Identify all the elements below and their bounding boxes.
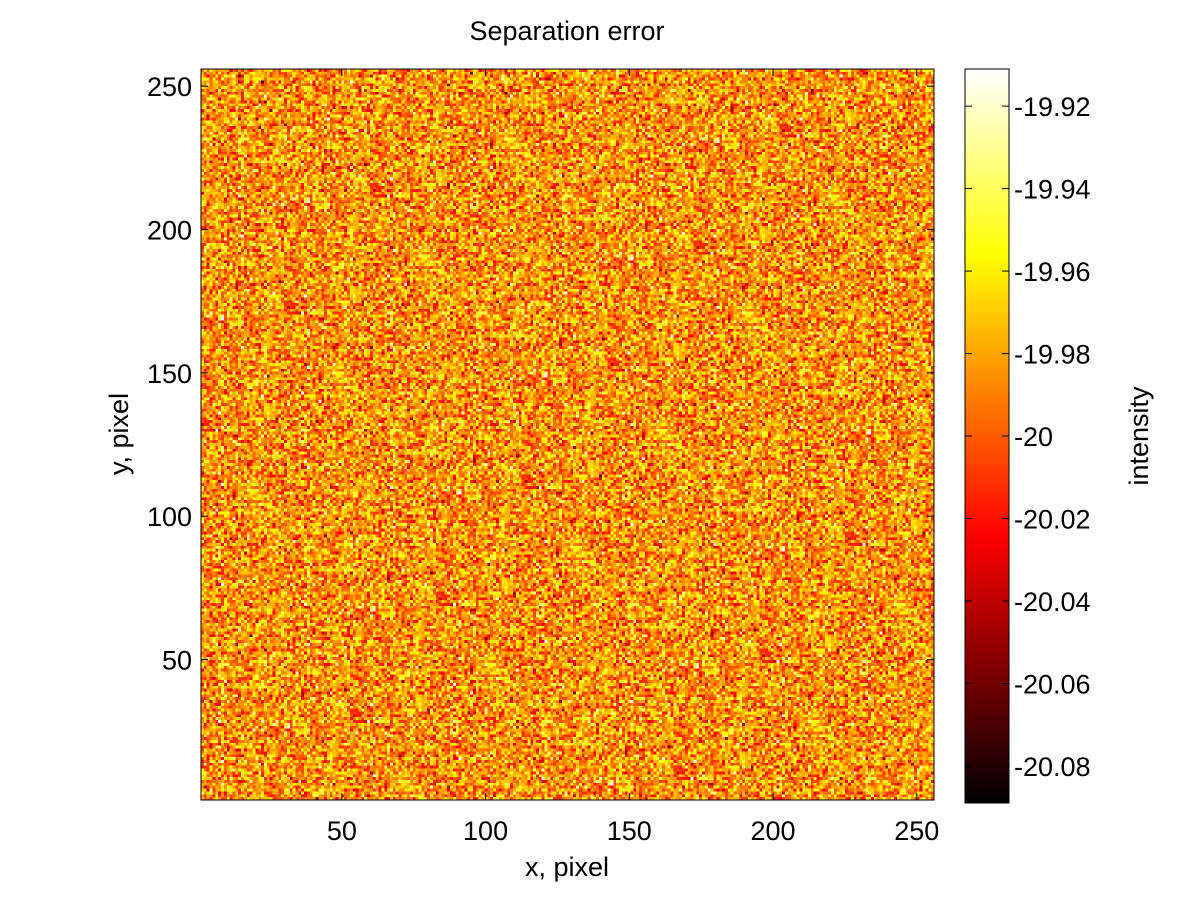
colorbar-tick-label: -19.92 [1014,92,1091,122]
x-tick-label: 150 [607,816,652,846]
x-tick-label: 250 [894,816,939,846]
colorbar-tick-label: -19.94 [1014,175,1091,205]
colorbar-tick-label: -20.04 [1014,587,1091,617]
colorbar: -19.92 -19.94 -19.96 -19.98 -20 -20.02 -20.04 -… [964,68,1154,804]
colorbar-tick-label: -19.98 [1014,340,1091,370]
heatmap-image [201,69,934,800]
y-tick-label: 100 [147,502,192,532]
heatmap-raster [201,69,934,800]
y-tick-label: 250 [147,72,192,102]
y-tick-label: 150 [147,359,192,389]
colorbar-tick-label: -19.96 [1014,257,1091,287]
colorbar-ticks: -19.92 -19.94 -19.96 -19.98 -20 -20.02 -20.04 -… [965,92,1091,782]
colorbar-tick-label: -20.06 [1014,669,1091,699]
x-axis-ticks: 50 100 150 200 250 [327,69,939,846]
colorbar-label: intensity [1124,386,1154,486]
x-tick-label: 50 [327,816,357,846]
colorbar-tick-label: -20 [1014,422,1053,452]
chart-title: Separation error [469,16,664,46]
plot-frame [200,68,935,801]
colorbar-gradient [964,68,1010,804]
colorbar-tick-label: -20.08 [1014,752,1091,782]
y-axis-ticks: 50 100 150 200 250 [147,72,934,676]
colorbar-tick-label: -20.02 [1014,504,1091,534]
y-axis-label: y, pixel [104,393,134,475]
x-tick-label: 100 [463,816,508,846]
y-tick-label: 50 [162,646,192,676]
x-axis-label: x, pixel [525,852,609,882]
y-tick-label: 200 [147,216,192,246]
x-tick-label: 200 [750,816,795,846]
